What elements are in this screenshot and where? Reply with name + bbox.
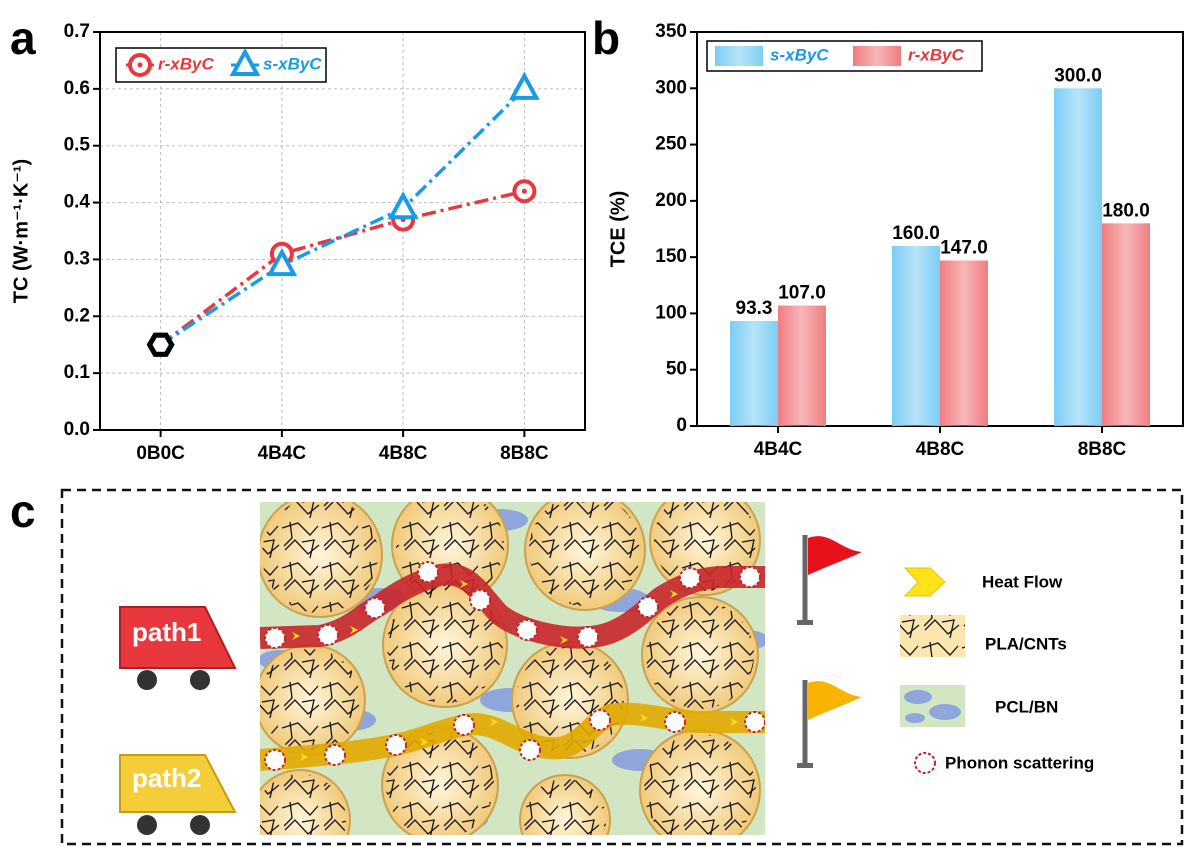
y-tick-label: 0.5 [64,135,91,156]
page: {"panel_labels": ["a", "b", "c"], "chart… [0,0,1184,847]
cart-label: path1 [132,617,201,647]
plot-frame [100,32,585,430]
marker [512,76,536,98]
y-tick-label: 0.2 [64,305,90,326]
y-tick-label: 300 [655,77,687,98]
legend-swatch [853,46,901,66]
diagram-legend: PCL/BN [995,697,1058,716]
y-tick-label: 0.4 [64,192,91,213]
bar [730,321,778,426]
value-label: 93.3 [736,298,773,319]
bar [940,261,988,426]
x-tick-label: 8B8C [500,443,549,464]
y-tick-label: 0.3 [64,248,90,269]
bar [778,306,826,426]
panel-label: a [10,12,36,64]
y-tick-label: 150 [655,246,687,267]
y-tick-label: 100 [655,302,687,323]
x-tick-label: 4B4C [754,439,803,460]
y-tick-label: 50 [666,359,687,380]
diagram-legend: Heat Flow [982,572,1063,591]
y-tick-label: 250 [655,134,687,155]
value-label: 180.0 [1102,200,1150,221]
y-tick-label: 200 [655,190,687,211]
value-label: 160.0 [892,223,940,244]
legend-label: s-xByC [263,54,322,73]
legend-label: r-xByC [908,45,964,64]
panel-label: b [592,12,620,64]
diagram-legend: PLA/CNTs [985,634,1067,653]
y-tick-label: 0 [676,415,687,436]
x-tick-label: 4B8C [916,439,965,460]
legend-label: s-xByC [770,45,829,64]
marker [150,335,172,354]
bar [1102,223,1150,426]
y-tick-label: 0.6 [64,78,90,99]
series-line [161,191,525,345]
x-tick-label: 8B8C [1078,439,1127,460]
microstructure [250,485,769,847]
cart-label: path2 [132,763,201,793]
legend-swatch [715,46,763,66]
y-axis-title: TCE (%) [607,191,629,268]
value-label: 147.0 [940,238,988,259]
value-label: 107.0 [778,283,826,304]
bar [1054,88,1102,426]
y-tick-label: 0.1 [64,362,91,383]
value-label: 300.0 [1054,65,1102,86]
y-tick-label: 350 [655,21,687,42]
panel-label: c [10,485,36,537]
figure: a b c [0,0,1184,847]
diagram-legend: Phonon scattering [945,753,1094,772]
x-tick-label: 4B4C [258,443,307,464]
flags [797,535,862,768]
x-tick-label: 0B0C [136,443,185,464]
y-tick-label: 0.7 [64,21,90,42]
y-tick-label: 0.0 [64,419,90,440]
legend-label: r-xByC [158,54,214,73]
series-line [161,89,525,345]
y-axis-title: TC (W·m⁻¹·K⁻¹) [10,159,32,303]
legend-icons [900,568,965,773]
x-tick-label: 4B8C [379,443,428,464]
bar [892,246,940,426]
